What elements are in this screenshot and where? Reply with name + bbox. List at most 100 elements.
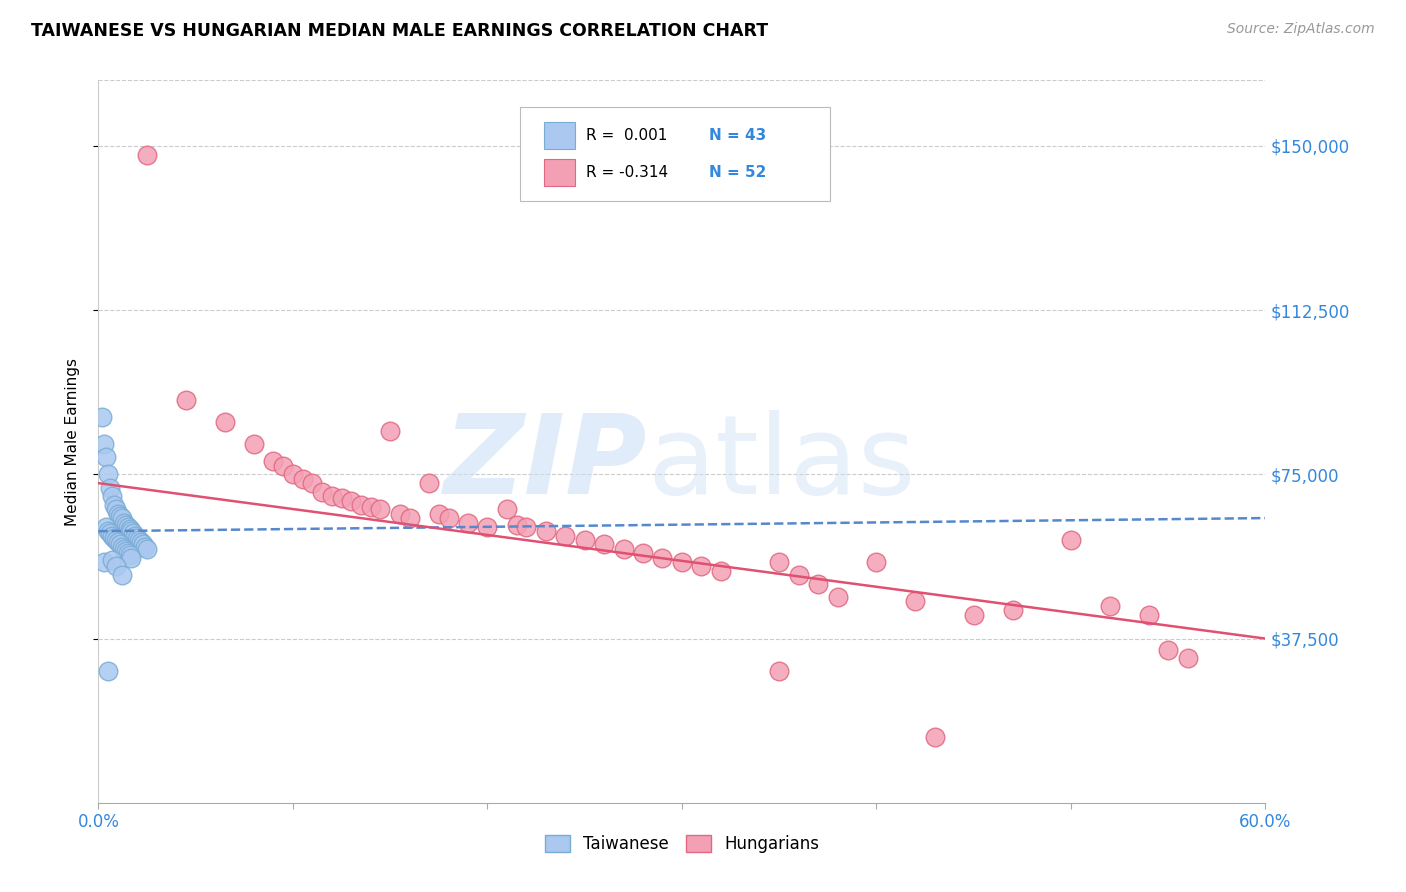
Point	[1157, 642, 1180, 657]
Point	[103, 498, 125, 512]
Point	[427, 507, 450, 521]
Text: N = 43: N = 43	[709, 128, 766, 143]
Point	[112, 541, 135, 556]
Point	[121, 550, 143, 565]
Point	[107, 507, 129, 521]
Point	[101, 553, 124, 567]
Point	[243, 436, 266, 450]
Point	[350, 498, 373, 512]
Point	[271, 458, 294, 473]
Point	[134, 540, 156, 554]
Point	[91, 410, 114, 425]
Point	[97, 467, 120, 482]
Text: TAIWANESE VS HUNGARIAN MEDIAN MALE EARNINGS CORRELATION CHART: TAIWANESE VS HUNGARIAN MEDIAN MALE EARNI…	[31, 22, 768, 40]
Point	[865, 555, 887, 569]
Point	[107, 535, 129, 549]
Point	[1001, 603, 1024, 617]
Point	[214, 415, 236, 429]
Point	[962, 607, 984, 622]
Point	[174, 392, 197, 407]
Text: R = -0.314: R = -0.314	[586, 165, 668, 180]
Point	[593, 537, 616, 551]
Point	[104, 502, 127, 516]
Point	[96, 520, 118, 534]
Point	[96, 450, 118, 464]
Point	[690, 559, 713, 574]
Point	[380, 424, 402, 438]
Point	[104, 559, 127, 574]
Point	[651, 550, 673, 565]
Point	[281, 467, 304, 482]
Point	[262, 454, 284, 468]
Point	[98, 526, 121, 541]
Point	[118, 549, 141, 563]
Point	[807, 577, 830, 591]
Point	[118, 522, 141, 536]
Point	[321, 489, 343, 503]
Text: atlas: atlas	[647, 409, 915, 516]
Point	[904, 594, 927, 608]
Point	[103, 531, 125, 545]
Legend: Taiwanese, Hungarians: Taiwanese, Hungarians	[538, 828, 825, 860]
Point	[418, 476, 440, 491]
Point	[93, 555, 115, 569]
Point	[768, 665, 790, 679]
Point	[117, 520, 139, 534]
Point	[114, 517, 136, 532]
Point	[101, 529, 124, 543]
Point	[496, 502, 519, 516]
Point	[710, 564, 733, 578]
Text: ZIP: ZIP	[443, 409, 647, 516]
Point	[291, 472, 314, 486]
Point	[136, 541, 159, 556]
Point	[97, 524, 120, 539]
Point	[301, 476, 323, 491]
Point	[114, 544, 136, 558]
Point	[98, 481, 121, 495]
Point	[631, 546, 654, 560]
Point	[111, 511, 134, 525]
Point	[108, 537, 131, 551]
Y-axis label: Median Male Earnings: Median Male Earnings	[65, 358, 80, 525]
Text: R =  0.001: R = 0.001	[586, 128, 668, 143]
Point	[370, 502, 392, 516]
Point	[104, 533, 127, 547]
Point	[124, 529, 146, 543]
Point	[827, 590, 849, 604]
Point	[127, 531, 149, 545]
Point	[132, 537, 155, 551]
Point	[111, 568, 134, 582]
Point	[330, 491, 353, 506]
Point	[574, 533, 596, 547]
Point	[1098, 599, 1121, 613]
Point	[111, 540, 134, 554]
Text: N = 52: N = 52	[709, 165, 766, 180]
Point	[1177, 651, 1199, 665]
Point	[437, 511, 460, 525]
Point	[671, 555, 693, 569]
Point	[121, 524, 143, 539]
Point	[112, 516, 135, 530]
Point	[924, 730, 946, 744]
Point	[457, 516, 479, 530]
Point	[360, 500, 382, 515]
Point	[108, 508, 131, 523]
Point	[101, 489, 124, 503]
Point	[554, 529, 576, 543]
Point	[136, 147, 159, 161]
Point	[1060, 533, 1083, 547]
Point	[398, 511, 420, 525]
Point	[311, 484, 333, 499]
Point	[340, 493, 363, 508]
Point	[768, 555, 790, 569]
Point	[129, 535, 152, 549]
Point	[505, 517, 527, 532]
Point	[1137, 607, 1160, 622]
Point	[477, 520, 499, 534]
Point	[128, 533, 150, 547]
Point	[97, 665, 120, 679]
Point	[93, 436, 115, 450]
Point	[117, 546, 139, 560]
Point	[122, 526, 145, 541]
Text: Source: ZipAtlas.com: Source: ZipAtlas.com	[1227, 22, 1375, 37]
